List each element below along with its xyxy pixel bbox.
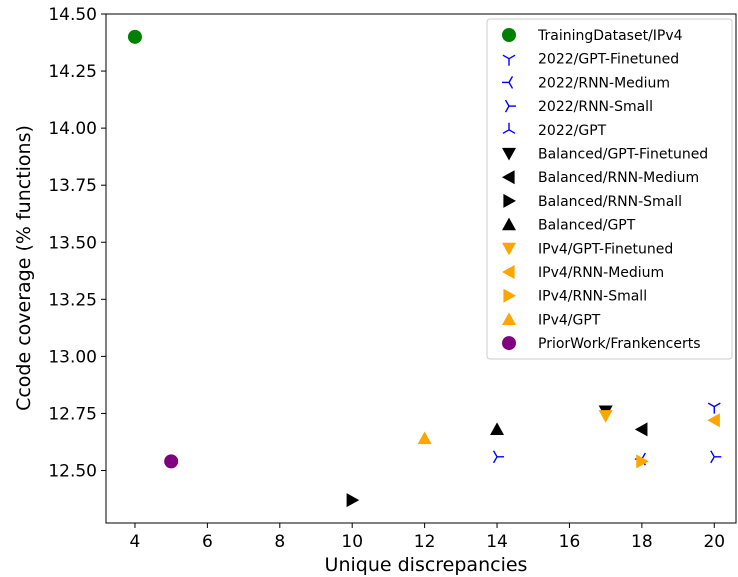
data-point	[492, 450, 505, 464]
x-tick-label: 20	[703, 532, 725, 552]
x-tick-label: 16	[559, 532, 581, 552]
legend-item: Balanced/GPT	[502, 217, 636, 234]
data-point	[164, 454, 179, 469]
legend-label: 2022/GPT	[538, 123, 607, 139]
data-point	[710, 450, 722, 464]
legend-label: IPv4/RNN-Medium	[538, 265, 664, 281]
legend-marker	[502, 265, 515, 279]
legend-marker	[502, 28, 516, 42]
y-tick-label: 14.00	[48, 119, 97, 139]
legend-label: 2022/GPT-Finetuned	[538, 52, 679, 68]
legend-label: TrainingDataset/IPv4	[537, 28, 683, 44]
legend-item: 2022/GPT-Finetuned	[502, 52, 679, 68]
y-tick-label: 13.50	[48, 233, 97, 253]
legend-item: IPv4/GPT	[502, 312, 601, 328]
data-point	[346, 493, 360, 508]
data-point	[127, 29, 142, 44]
legend-item: 2022/GPT	[502, 122, 607, 139]
data-point	[598, 410, 613, 423]
x-tick-label: 4	[130, 532, 141, 552]
y-tick-label: 12.75	[48, 404, 97, 424]
legend-marker	[502, 242, 516, 256]
legend-label: Balanced/RNN-Small	[538, 194, 682, 210]
x-tick-label: 10	[341, 532, 363, 552]
data-point	[490, 422, 505, 436]
y-tick-label: 13.25	[48, 290, 97, 310]
legend-item: Balanced/RNN-Medium	[502, 170, 699, 186]
legend-frame	[486, 18, 733, 360]
legend-label: PriorWork/Frankencerts	[538, 336, 701, 352]
legend-marker	[502, 170, 515, 185]
legend-item: 2022/RNN-Small	[504, 99, 653, 115]
legend-item: Balanced/GPT-Finetuned	[502, 147, 708, 163]
legend-marker	[502, 147, 516, 161]
legend-label: 2022/RNN-Small	[538, 99, 653, 115]
data-point	[636, 454, 649, 469]
legend-item: IPv4/RNN-Medium	[502, 265, 664, 281]
legend-label: IPv4/GPT	[538, 312, 601, 328]
x-tick-label: 8	[274, 532, 285, 552]
legend-item: IPv4/RNN-Small	[503, 288, 647, 305]
legend-label: 2022/RNN-Medium	[538, 75, 670, 91]
legend-label: Balanced/GPT-Finetuned	[538, 147, 708, 163]
x-tick-label: 12	[414, 532, 436, 552]
legend: TrainingDataset/IPv4 2022/GPT-Finetuned 20…	[486, 18, 733, 360]
y-tick-label: 13.00	[48, 347, 97, 367]
legend-marker	[502, 54, 516, 66]
y-tick-label: 14.25	[48, 62, 97, 82]
y-axis-title: Ccode coverage (% functions)	[13, 125, 35, 411]
x-tick-label: 18	[631, 532, 653, 552]
axis-ticks: 4 6 8 10 12 14 16 18 20 12.50 12.75 13.00 13.25 13.50…	[48, 5, 725, 552]
data-points	[127, 29, 722, 508]
legend-item: Balanced/RNN-Small	[503, 193, 682, 210]
legend-label: Balanced/GPT	[538, 218, 636, 234]
legend-label: Balanced/RNN-Medium	[538, 170, 699, 186]
legend-marker	[502, 122, 516, 134]
legend-marker	[502, 217, 516, 231]
x-axis-title: Unique discrepancies	[325, 554, 528, 576]
data-point	[707, 402, 721, 414]
legend-item: IPv4/GPT-Finetuned	[502, 241, 673, 257]
legend-item: TrainingDataset/IPv4	[502, 28, 683, 44]
y-tick-label: 14.50	[48, 5, 97, 25]
data-point	[707, 413, 720, 428]
x-tick-label: 14	[486, 532, 508, 552]
legend-marker	[502, 336, 516, 351]
y-tick-label: 13.75	[48, 176, 97, 196]
legend-marker	[503, 193, 516, 208]
legend-marker	[503, 288, 516, 303]
data-point	[634, 422, 648, 437]
y-tick-label: 12.50	[48, 462, 97, 482]
legend-marker	[504, 99, 516, 113]
data-point	[417, 431, 432, 445]
legend-item: PriorWork/Frankencerts	[502, 336, 701, 352]
legend-marker	[502, 312, 516, 325]
x-tick-label: 6	[202, 532, 213, 552]
legend-label: IPv4/GPT-Finetuned	[538, 241, 673, 257]
legend-label: IPv4/RNN-Small	[538, 289, 647, 305]
legend-marker	[502, 75, 514, 89]
legend-item: 2022/RNN-Medium	[502, 75, 670, 91]
plot-frame	[105, 13, 737, 524]
